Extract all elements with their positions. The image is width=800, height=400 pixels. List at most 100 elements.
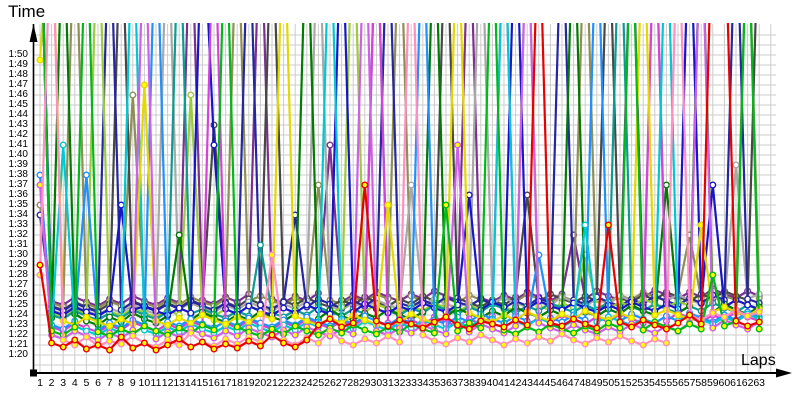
series-red-marker: [233, 344, 241, 352]
series-blue-marker: [709, 181, 717, 189]
x-axis-arrow: [776, 368, 792, 378]
series-red-marker: [430, 318, 438, 326]
series-green-marker: [140, 322, 148, 330]
x-tick-label: 21: [266, 377, 278, 389]
y-tick-label: 1:33: [8, 219, 28, 230]
series-orchid-marker: [152, 335, 160, 343]
x-tick-label: 4: [71, 377, 78, 389]
x-tick-label: 52: [625, 377, 638, 389]
series-pink-marker: [187, 329, 195, 337]
series-darkgreen-marker: [662, 181, 670, 189]
series-red-marker: [616, 318, 624, 326]
x-tick-label: 38: [463, 377, 476, 389]
series-green-marker: [152, 327, 160, 335]
series-dodgerblue-marker: [82, 171, 90, 179]
series-green-marker: [303, 327, 311, 335]
y-tick-label: 1:44: [8, 109, 28, 120]
series-green-marker: [639, 326, 647, 334]
series-green-marker: [477, 324, 485, 332]
x-tick-label: 57: [683, 377, 696, 389]
series-green-marker: [686, 320, 694, 328]
series-blue-marker: [245, 302, 253, 310]
series-green-marker: [71, 323, 79, 331]
series-pink-marker: [535, 333, 543, 341]
series-pink-marker: [546, 337, 554, 345]
y-tick-label: 1:41: [8, 139, 28, 150]
series-red-marker: [604, 221, 612, 229]
series-pink-marker: [175, 341, 183, 349]
series-yellow-marker: [164, 321, 172, 329]
x-tick-label: 24: [300, 377, 313, 389]
series-red-marker: [82, 345, 90, 353]
series-red-marker: [48, 339, 56, 347]
y-tick-label: 1:32: [8, 229, 28, 240]
x-tick-label: 39: [474, 377, 487, 389]
y-tick-label: 1:23: [8, 319, 28, 330]
series-pink-marker: [117, 340, 125, 348]
series-pink-marker: [744, 312, 752, 320]
series-red-marker: [36, 261, 44, 269]
series-red-marker: [384, 322, 392, 330]
y-tick-label: 1:31: [8, 239, 28, 250]
series-red-marker: [512, 316, 520, 324]
y-tick-label: 1:39: [8, 159, 28, 170]
series-red-marker: [396, 316, 404, 324]
series-green-marker: [175, 324, 183, 332]
series-red-marker: [361, 181, 369, 189]
series-yellow-marker: [245, 318, 253, 326]
series-green-marker: [198, 321, 206, 329]
series-pink-marker: [709, 309, 717, 317]
series-yellow-marker: [187, 319, 195, 327]
series-pink-marker: [581, 340, 589, 348]
series-red-marker: [651, 321, 659, 329]
series-pink-marker: [755, 308, 763, 316]
series-green-marker: [94, 328, 102, 336]
x-tick-label: 14: [184, 377, 197, 389]
x-tick-label: 3: [60, 377, 67, 389]
series-red-marker: [280, 339, 288, 347]
series-pink-marker: [570, 336, 578, 344]
series-green-marker: [117, 325, 125, 333]
series-red-marker: [175, 335, 183, 343]
series-pink-marker: [82, 333, 90, 341]
series-red: [36, 23, 763, 354]
series-pink-marker: [639, 341, 647, 349]
series-green-marker: [616, 324, 624, 332]
y-tick-label: 1:46: [8, 89, 28, 100]
series-yellow-marker: [581, 307, 589, 315]
series-green-marker: [233, 323, 241, 331]
series-green-marker: [338, 329, 346, 337]
series-red-marker: [546, 319, 554, 327]
series-red-marker: [686, 311, 694, 319]
x-tick-label: 16: [208, 377, 220, 389]
series-pink-marker: [651, 335, 659, 343]
series-yellow-marker: [558, 310, 566, 318]
series-red-marker: [500, 323, 508, 331]
series-blue-marker: [175, 304, 183, 312]
series-red-marker: [94, 341, 102, 349]
x-tick-label: 61: [730, 377, 742, 389]
series-pink-marker: [604, 338, 612, 346]
x-tick-label: 56: [672, 377, 684, 389]
series-green-marker: [755, 325, 763, 333]
series-red-marker: [488, 320, 496, 328]
x-tick-label: 32: [393, 377, 406, 389]
series-orchid-marker: [570, 321, 578, 329]
x-tick-label: 55: [660, 377, 673, 389]
series-pink-marker: [500, 341, 508, 349]
y-tick-label: 1:25: [8, 299, 28, 310]
series-red-marker: [187, 343, 195, 351]
series-green-marker: [268, 325, 276, 333]
x-tick-label: 50: [602, 377, 615, 389]
series-red-marker: [140, 339, 148, 347]
series-pink-marker: [314, 339, 322, 347]
y-tick-label: 1:48: [8, 69, 28, 80]
x-tick-label: 33: [405, 377, 418, 389]
series-green-marker: [372, 330, 380, 338]
x-tick-label: 49: [590, 377, 603, 389]
series-navy-marker: [744, 295, 752, 303]
x-tick-label: 1: [37, 377, 43, 389]
series-green-marker: [454, 327, 462, 335]
x-tick-label: 17: [219, 377, 232, 389]
x-tick-label: 62: [741, 377, 754, 389]
